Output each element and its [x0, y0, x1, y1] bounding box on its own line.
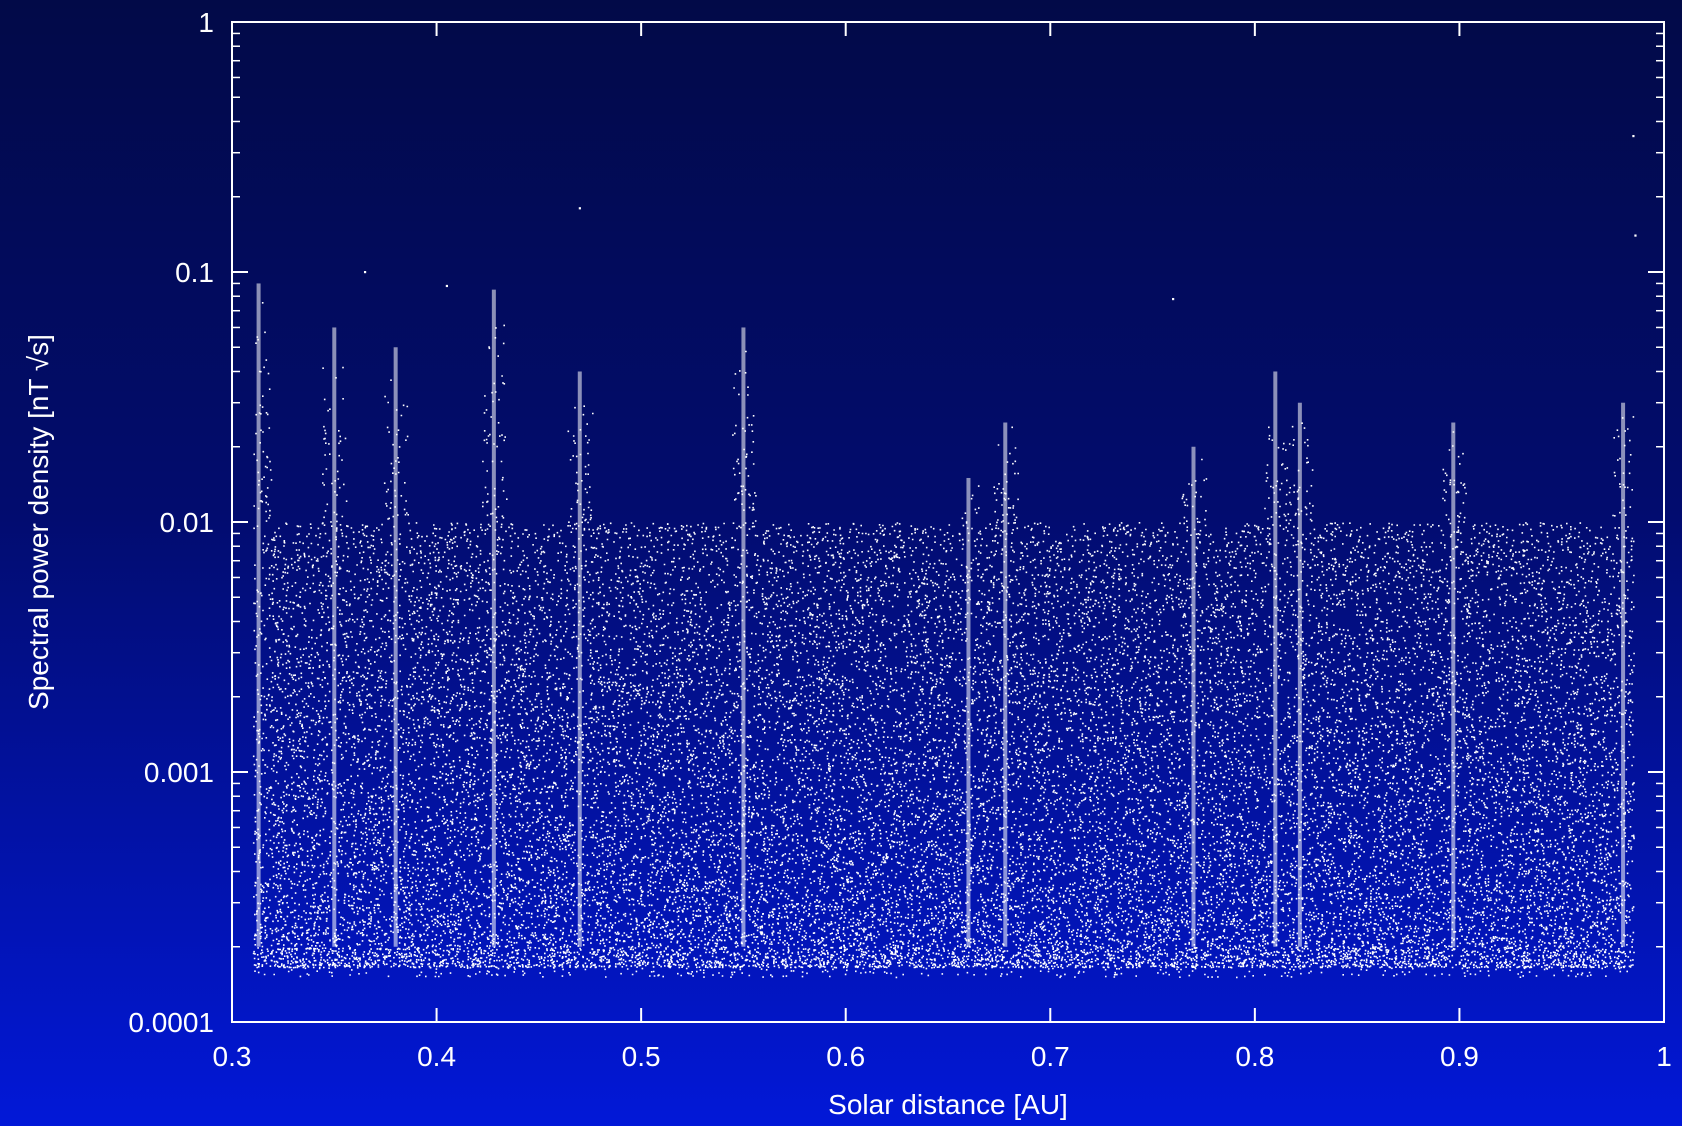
y-tick-label: 1 [198, 7, 214, 38]
plot-frame [231, 21, 1665, 1023]
x-tick-label: 0.5 [622, 1041, 661, 1072]
outlier-point-2 [578, 207, 581, 210]
outlier-point-0 [1632, 134, 1635, 138]
band-streak-4 [577, 371, 582, 947]
y-tick-label: 0.001 [144, 757, 214, 788]
y-axis: 0.0001 0.001 0.01 0.1 1 [128, 7, 1664, 1038]
band-streak-1 [332, 327, 337, 947]
y-axis-label: Spectral power density [nT √s] [23, 334, 54, 710]
x-tick-label: 0.6 [826, 1041, 865, 1072]
y-tick-label: 0.1 [175, 257, 214, 288]
band-streak-5 [741, 327, 746, 947]
y-tick-label: 0.01 [160, 507, 215, 538]
outlier-point-3 [363, 271, 367, 274]
band-streak-0 [256, 283, 261, 947]
x-tick-label: 0.7 [1031, 1041, 1070, 1072]
band-streak-7 [1003, 422, 1008, 947]
band-streak-2 [393, 347, 398, 947]
x-axis: 0.3 0.4 0.5 0.6 0.7 0.8 0.9 1 [213, 22, 1672, 1072]
x-tick-label: 0.3 [213, 1041, 252, 1072]
outlier-point-4 [1172, 297, 1175, 301]
x-tick-label: 1 [1656, 1041, 1672, 1072]
band-streak-10 [1297, 402, 1302, 947]
band-streak-11 [1451, 422, 1456, 947]
band-streak-3 [491, 289, 496, 947]
x-tick-label: 0.9 [1440, 1041, 1479, 1072]
y-tick-label: 0.0001 [128, 1007, 214, 1038]
band-streak-12 [1621, 402, 1626, 947]
data-points [252, 134, 1637, 979]
x-axis-label: Solar distance [AU] [828, 1089, 1068, 1120]
scatter-points [252, 302, 1635, 979]
outlier-point-5 [445, 284, 448, 288]
x-tick-label: 0.8 [1235, 1041, 1274, 1072]
band-streak-9 [1273, 371, 1278, 947]
band-streak-8 [1191, 446, 1196, 947]
outlier-point-1 [1634, 234, 1637, 237]
band-streak-6 [966, 477, 971, 947]
x-tick-label: 0.4 [417, 1041, 456, 1072]
